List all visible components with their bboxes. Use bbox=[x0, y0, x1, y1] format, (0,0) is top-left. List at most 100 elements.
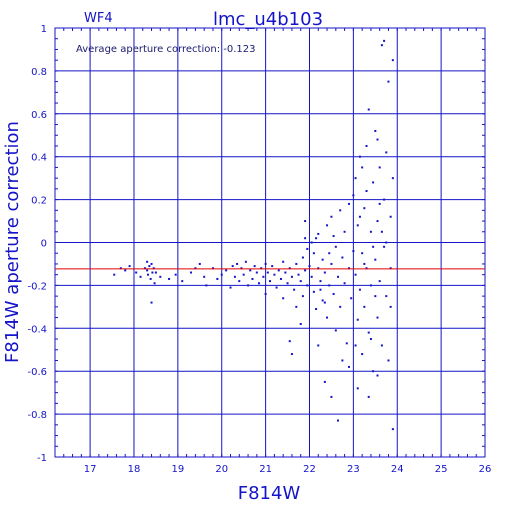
data-point bbox=[339, 209, 342, 212]
data-point bbox=[352, 194, 355, 197]
data-point bbox=[290, 353, 293, 356]
data-point bbox=[376, 220, 379, 223]
data-point bbox=[297, 273, 300, 276]
data-point bbox=[211, 267, 214, 270]
data-point bbox=[326, 224, 329, 227]
data-point bbox=[365, 267, 368, 270]
data-point bbox=[315, 307, 318, 310]
data-point bbox=[146, 260, 149, 263]
data-point bbox=[277, 269, 280, 272]
data-point bbox=[363, 207, 366, 210]
data-point bbox=[152, 267, 155, 270]
data-point bbox=[330, 215, 333, 218]
plot-frame bbox=[54, 27, 486, 458]
data-point bbox=[361, 353, 364, 356]
data-point bbox=[233, 275, 236, 278]
data-point bbox=[363, 305, 366, 308]
data-point bbox=[242, 273, 245, 276]
data-point bbox=[391, 177, 394, 180]
data-point bbox=[317, 232, 320, 235]
data-point bbox=[295, 305, 298, 308]
data-point bbox=[389, 267, 392, 270]
data-point bbox=[282, 297, 285, 300]
x-tick-label: 19 bbox=[171, 464, 184, 475]
data-point bbox=[356, 387, 359, 390]
y-tick-label: -0.4 bbox=[27, 324, 47, 335]
data-point bbox=[383, 39, 386, 42]
data-point bbox=[363, 262, 366, 265]
data-point bbox=[339, 305, 342, 308]
data-point bbox=[288, 267, 291, 270]
y-tick-label: -0.6 bbox=[27, 367, 47, 378]
data-point bbox=[181, 280, 184, 283]
data-point bbox=[374, 295, 377, 298]
x-tick-label: 26 bbox=[479, 464, 492, 475]
data-point bbox=[290, 275, 293, 278]
data-point bbox=[326, 316, 329, 319]
data-point bbox=[149, 277, 152, 280]
data-point bbox=[258, 282, 261, 285]
data-point bbox=[231, 265, 234, 268]
data-point bbox=[266, 271, 269, 274]
data-point bbox=[286, 282, 289, 285]
data-point bbox=[312, 252, 315, 255]
data-point bbox=[337, 275, 340, 278]
data-point bbox=[389, 305, 392, 308]
data-point bbox=[310, 241, 313, 244]
y-tick-label: -1 bbox=[37, 453, 47, 464]
data-point bbox=[273, 273, 276, 276]
data-point bbox=[319, 288, 322, 291]
data-point bbox=[312, 290, 315, 293]
data-point bbox=[323, 301, 326, 304]
y-tick-label: 0.8 bbox=[31, 67, 47, 78]
data-point bbox=[385, 241, 388, 244]
y-axis-label: F814W aperture correction bbox=[2, 121, 23, 363]
data-point bbox=[216, 277, 219, 280]
data-point bbox=[350, 297, 353, 300]
data-point bbox=[337, 419, 340, 422]
data-point bbox=[135, 271, 138, 274]
data-point bbox=[354, 344, 357, 347]
data-point bbox=[260, 267, 263, 270]
data-point bbox=[154, 271, 157, 274]
data-point bbox=[113, 273, 116, 276]
data-point bbox=[374, 258, 377, 261]
data-point bbox=[255, 271, 258, 274]
data-point bbox=[253, 265, 256, 268]
data-point bbox=[205, 284, 208, 287]
data-point bbox=[343, 282, 346, 285]
data-point bbox=[334, 245, 337, 248]
data-point bbox=[306, 247, 309, 250]
data-point bbox=[376, 374, 379, 377]
x-tick-label: 20 bbox=[215, 464, 228, 475]
data-point bbox=[321, 258, 324, 261]
data-point bbox=[328, 284, 331, 287]
data-point bbox=[271, 265, 274, 268]
data-point bbox=[374, 129, 377, 132]
data-point bbox=[372, 181, 375, 184]
data-point bbox=[319, 280, 322, 283]
data-point bbox=[220, 273, 223, 276]
data-point bbox=[249, 269, 252, 272]
y-tick-label: 0.6 bbox=[31, 110, 47, 121]
data-point bbox=[369, 338, 372, 341]
data-point bbox=[343, 230, 346, 233]
data-point bbox=[247, 284, 250, 287]
data-point bbox=[347, 267, 350, 270]
y-tick-label: 1 bbox=[41, 24, 47, 35]
data-point bbox=[391, 59, 394, 62]
data-point bbox=[354, 273, 357, 276]
data-point bbox=[264, 292, 267, 295]
data-point bbox=[139, 275, 142, 278]
data-point bbox=[321, 299, 324, 302]
data-point bbox=[128, 265, 131, 268]
x-tick-label: 18 bbox=[128, 464, 141, 475]
data-point bbox=[345, 342, 348, 345]
data-point bbox=[148, 265, 151, 268]
data-point bbox=[304, 237, 307, 240]
data-point bbox=[306, 284, 309, 287]
data-point bbox=[369, 284, 372, 287]
data-point bbox=[376, 138, 379, 141]
